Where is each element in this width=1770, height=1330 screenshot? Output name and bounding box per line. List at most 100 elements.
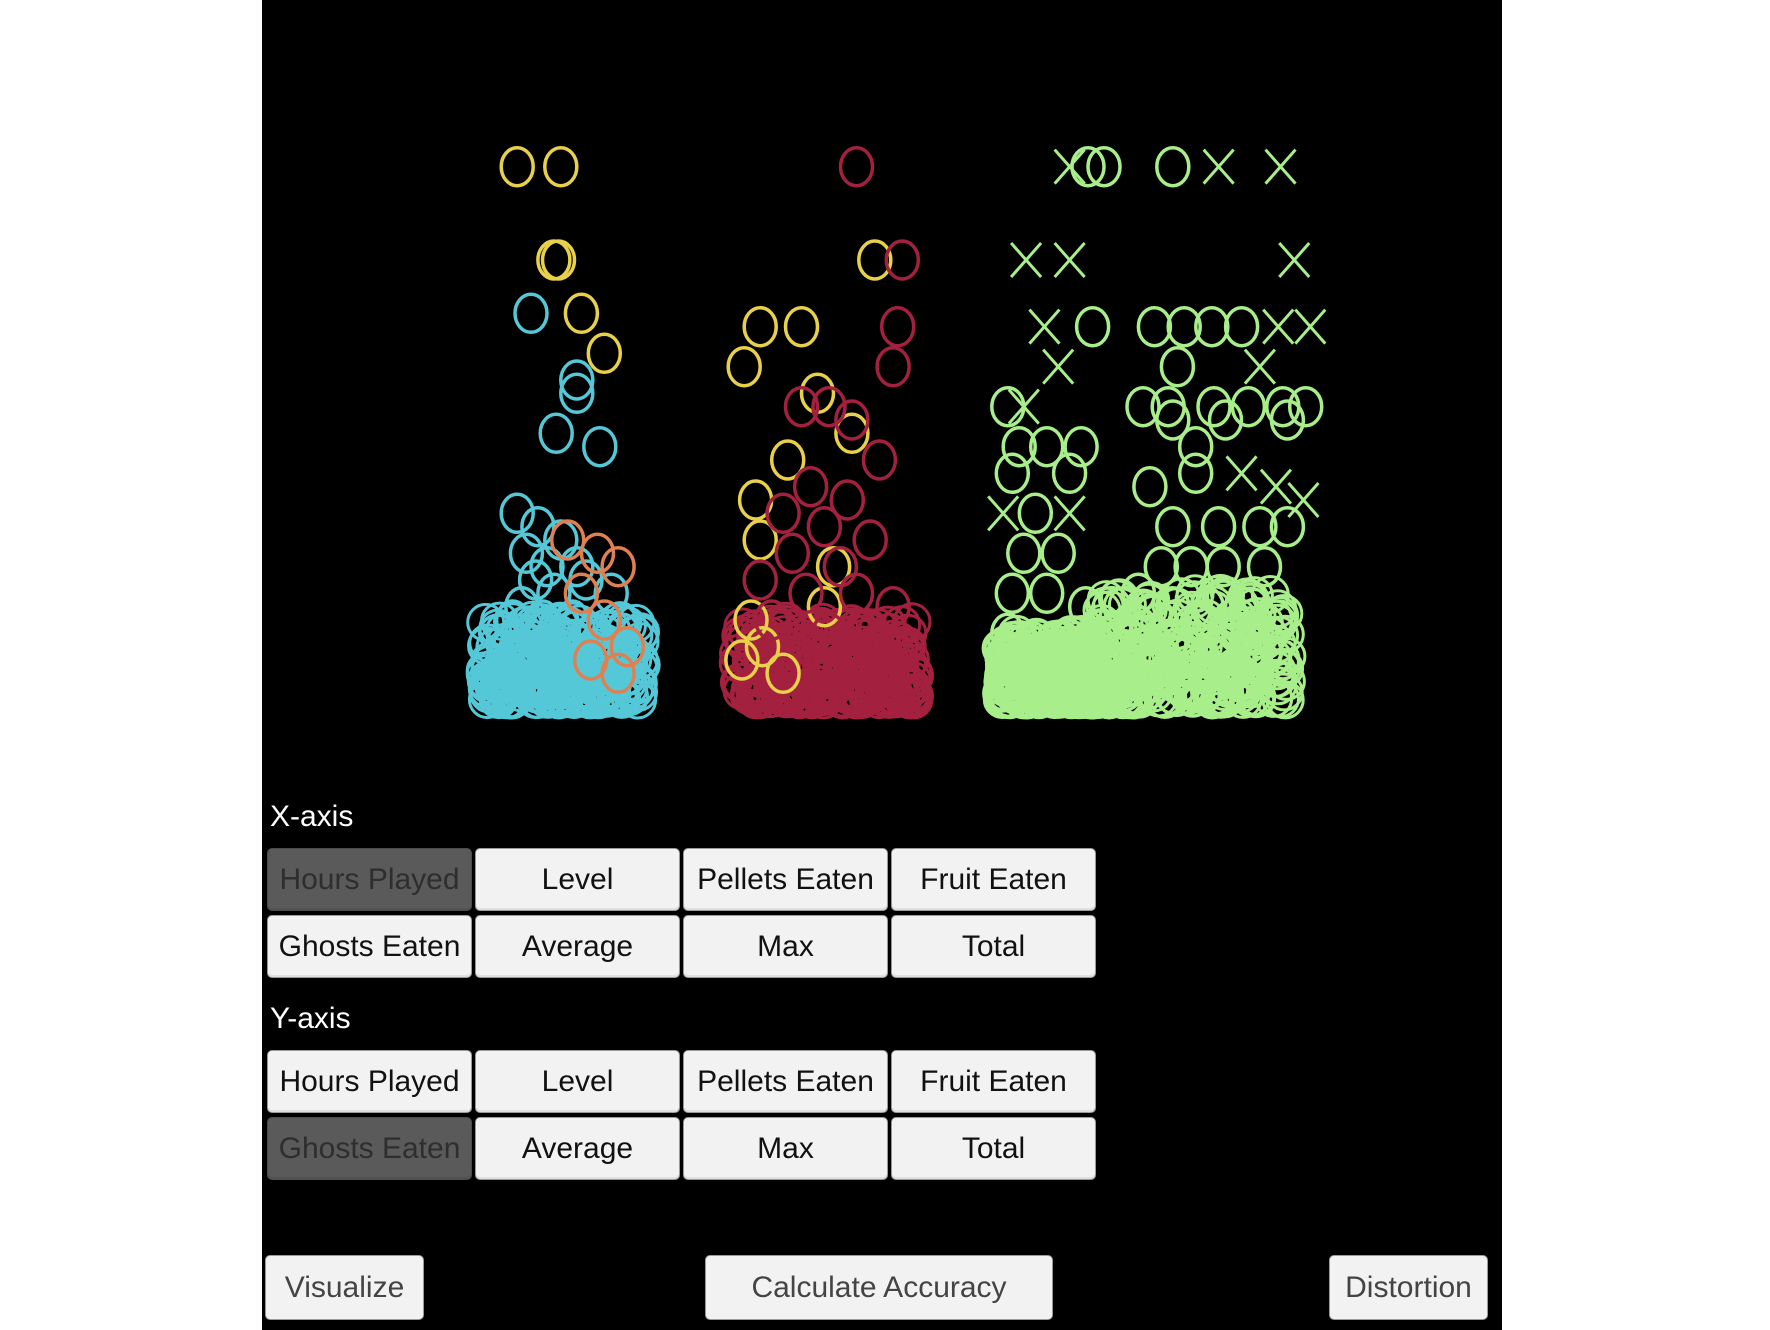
- data-point-x: [1287, 482, 1320, 518]
- cluster-lightgreen: [987, 145, 1327, 681]
- data-point: [857, 625, 893, 668]
- data-point-x: [1028, 308, 1061, 345]
- calculate-accuracy-button[interactable]: Calculate Accuracy: [705, 1255, 1053, 1320]
- data-point: [586, 599, 623, 641]
- data-point: [806, 585, 843, 628]
- x-axis-hours-played-button[interactable]: Hours Played: [267, 848, 472, 911]
- x-axis-average-button[interactable]: Average: [475, 915, 680, 978]
- data-point: [1196, 385, 1232, 428]
- data-point: [1207, 399, 1244, 441]
- data-point: [1063, 425, 1099, 468]
- data-point: [1067, 585, 1104, 628]
- data-point: [753, 599, 790, 641]
- data-point: [1031, 634, 1071, 674]
- distortion-button[interactable]: Distortion: [1329, 1255, 1488, 1320]
- visualize-button[interactable]: Visualize: [265, 1255, 424, 1320]
- data-point-x: [987, 495, 1020, 532]
- data-point: [774, 532, 811, 575]
- data-point: [1136, 305, 1173, 348]
- y-axis-average-button[interactable]: Average: [475, 1117, 680, 1180]
- data-point: [742, 305, 778, 348]
- data-point: [1155, 585, 1191, 628]
- scatter-plot: [465, 145, 1327, 720]
- data-point: [822, 545, 859, 588]
- data-point: [803, 630, 843, 670]
- data-point-x: [1053, 242, 1086, 278]
- data-point: [1134, 652, 1174, 692]
- data-point: [559, 372, 595, 415]
- data-point: [829, 479, 866, 521]
- data-point: [1040, 532, 1076, 575]
- y-axis-max-button[interactable]: Max: [683, 1117, 888, 1180]
- data-point: [1114, 655, 1154, 695]
- data-point: [1205, 545, 1241, 588]
- y-axis-hours-played-button[interactable]: Hours Played: [267, 1050, 472, 1113]
- data-point-x: [1278, 242, 1311, 278]
- data-point-x: [1243, 348, 1277, 385]
- data-point: [857, 239, 893, 281]
- data-point: [1092, 585, 1132, 625]
- data-point-x: [1259, 468, 1293, 505]
- data-point: [890, 639, 930, 679]
- y-axis-label: Y-axis: [270, 1002, 351, 1035]
- data-point: [465, 654, 505, 694]
- data-point: [993, 621, 1033, 661]
- data-point: [994, 572, 1031, 615]
- y-axis-fruit-eaten-button[interactable]: Fruit Eaten: [891, 1050, 1096, 1113]
- data-point: [1189, 585, 1225, 628]
- x-axis-level-button[interactable]: Level: [475, 848, 680, 911]
- data-point: [618, 665, 657, 705]
- data-point: [577, 612, 613, 655]
- data-point: [990, 385, 1026, 428]
- data-point: [1215, 648, 1254, 687]
- data-point: [559, 545, 595, 588]
- data-point: [1201, 573, 1240, 613]
- data-point-x: [1202, 148, 1235, 185]
- y-axis-level-button[interactable]: Level: [475, 1050, 680, 1113]
- data-point: [513, 292, 549, 335]
- data-point: [1086, 145, 1122, 188]
- x-axis-total-button[interactable]: Total: [891, 915, 1096, 978]
- data-point: [499, 492, 535, 535]
- data-point: [1058, 625, 1095, 668]
- data-point: [743, 648, 783, 688]
- data-point: [536, 572, 572, 615]
- data-point: [852, 519, 888, 561]
- y-axis-total-button[interactable]: Total: [891, 1117, 1096, 1180]
- data-point: [579, 532, 616, 575]
- x-axis-fruit-eaten-button[interactable]: Fruit Eaten: [891, 848, 1096, 911]
- data-point: [773, 678, 813, 718]
- y-axis-ghosts-eaten-button[interactable]: Ghosts Eaten: [267, 1117, 472, 1180]
- data-point-x: [1225, 455, 1258, 492]
- data-point: [1143, 679, 1183, 718]
- data-point: [1265, 639, 1301, 681]
- data-point: [1269, 505, 1306, 548]
- x-axis-pellets-eaten-button[interactable]: Pellets Eaten: [683, 848, 888, 911]
- data-point: [1194, 305, 1230, 348]
- data-point: [1143, 545, 1180, 588]
- data-point: [1087, 679, 1127, 719]
- cluster-cyan: [494, 292, 641, 718]
- data-point: [783, 385, 820, 428]
- cluster-crimson: [742, 145, 921, 668]
- data-point: [804, 677, 844, 717]
- data-point: [1175, 574, 1215, 614]
- x-axis-max-button[interactable]: Max: [683, 915, 888, 978]
- data-point: [1230, 385, 1267, 428]
- data-point: [875, 675, 915, 715]
- data-point: [1166, 625, 1202, 668]
- data-point: [494, 599, 531, 641]
- data-point: [466, 602, 506, 642]
- data-point: [499, 145, 535, 188]
- data-point: [994, 452, 1031, 495]
- data-point: [1010, 666, 1050, 705]
- x-axis-ghosts-eaten-button[interactable]: Ghosts Eaten: [267, 915, 472, 978]
- data-point: [1177, 452, 1214, 495]
- y-axis-pellets-eaten-button[interactable]: Pellets Eaten: [683, 1050, 888, 1113]
- y-axis-button-grid: Hours Played Level Pellets Eaten Fruit E…: [267, 1050, 1096, 1180]
- data-point-x: [1007, 388, 1040, 425]
- data-point: [1200, 505, 1237, 548]
- data-point: [609, 625, 646, 668]
- data-point: [1200, 639, 1237, 681]
- data-point: [1169, 675, 1209, 715]
